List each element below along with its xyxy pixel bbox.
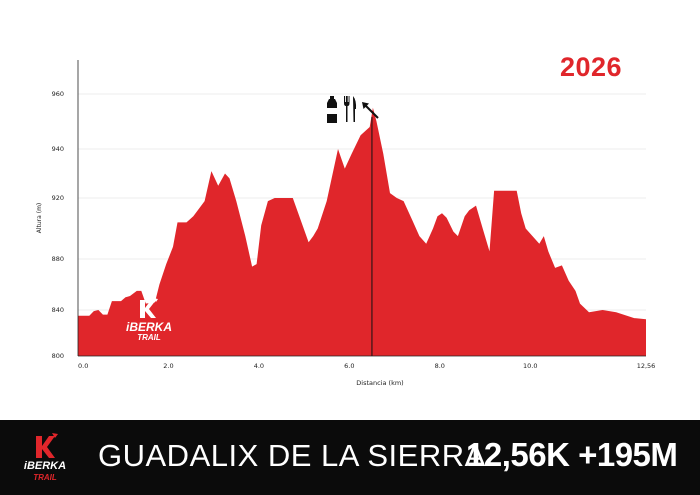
x-tick-labels: 0.0 2.0 4.0 6.0 8.0 10.0 12,56 (78, 362, 655, 370)
y-tick-960: 960 (52, 90, 64, 98)
x-tick-2.0: 2.0 (163, 362, 173, 370)
y-tick-labels: 800 840 880 920 940 960 (52, 90, 64, 360)
x-tick-8.0: 8.0 (435, 362, 445, 370)
chart-axes (77, 60, 646, 357)
x-tick-6.0: 6.0 (344, 362, 354, 370)
y-tick-840: 840 (52, 306, 64, 314)
y-tick-940: 940 (52, 145, 64, 153)
x-tick-0.0: 0.0 (78, 362, 88, 370)
footer-logo-subtitle: TRAIL (33, 473, 57, 482)
footer-logo-wordmark: iBERKA (23, 460, 67, 472)
water-bottle-icon (327, 96, 337, 123)
chart-logo-subtitle: TRAIL (137, 333, 161, 342)
x-tick-12,56: 12,56 (637, 362, 656, 370)
y-tick-880: 880 (52, 255, 64, 263)
fork-knife-icon (344, 96, 357, 122)
y-tick-800: 800 (52, 352, 64, 360)
elevation-chart: 800 840 880 920 940 960 0.0 2.0 4.0 6.0 8.0 10.0 12… (36, 60, 655, 387)
chart-logo-wordmark: iBERKA (125, 320, 172, 334)
race-name: GUADALIX DE LA SIERRA (98, 438, 486, 473)
x-tick-4.0: 4.0 (254, 362, 264, 370)
x-tick-10.0: 10.0 (523, 362, 537, 370)
y-axis-label: Altura (m) (36, 203, 43, 234)
iberka-mountain-logo (140, 298, 158, 318)
race-stats: 12,56K +195M (466, 436, 678, 473)
year-label: 2026 (560, 52, 623, 82)
arrow-icon (362, 102, 379, 119)
y-tick-920: 920 (52, 194, 64, 202)
elevation-area (78, 107, 646, 356)
x-axis-label: Distancia (km) (356, 379, 403, 387)
iberka-footer-logo (36, 433, 58, 458)
footer-banner: iBERKA TRAIL GUADALIX DE LA SIERRA 12,56… (0, 420, 700, 495)
